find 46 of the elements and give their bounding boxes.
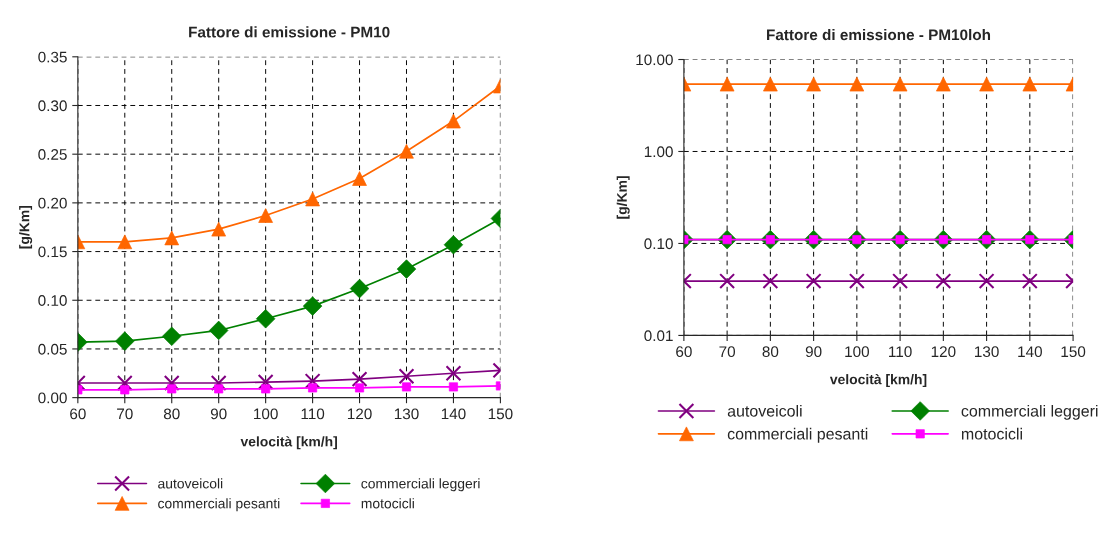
legend-label: autoveicoli bbox=[727, 404, 802, 417]
x-tick-label: 70 bbox=[719, 346, 736, 358]
x-tick-label: 80 bbox=[762, 346, 779, 358]
y-tick-label: 0.20 bbox=[38, 197, 67, 209]
y-tick-label: 0.30 bbox=[38, 100, 67, 112]
y-tick-label: 0.25 bbox=[38, 149, 67, 160]
y-tick-label: 0.35 bbox=[38, 51, 67, 63]
y-tick-label: 0.00 bbox=[38, 392, 67, 404]
legend-label: commerciali leggeri bbox=[361, 478, 480, 492]
x-tick-label: 110 bbox=[301, 408, 325, 420]
legend-label: autoveicoli bbox=[158, 478, 223, 489]
y-tick-label: 0.10 bbox=[38, 295, 67, 306]
chart-title: Fattore di emissione - PM10 bbox=[189, 26, 390, 38]
y-tick-label: 0.05 bbox=[38, 343, 67, 355]
y-axis-title: [g/Km] bbox=[616, 176, 630, 219]
x-tick-label: 60 bbox=[676, 346, 692, 358]
x-tick-label: 140 bbox=[441, 408, 466, 420]
x-tick-label: 90 bbox=[210, 408, 227, 420]
legend-label: motocicli bbox=[361, 498, 414, 509]
y-tick-label: 0.15 bbox=[38, 246, 67, 258]
x-tick-label: 70 bbox=[117, 408, 133, 420]
x-tick-label: 110 bbox=[889, 346, 912, 358]
x-tick-label: 120 bbox=[931, 346, 956, 358]
x-tick-label: 130 bbox=[975, 346, 999, 358]
x-tick-label: 100 bbox=[254, 408, 278, 420]
y-tick-label: 0.10 bbox=[644, 238, 673, 250]
x-tick-label: 100 bbox=[845, 346, 870, 358]
x-tick-label: 90 bbox=[805, 346, 822, 358]
legend-label: motocicli bbox=[961, 427, 1022, 440]
x-tick-label: 80 bbox=[163, 408, 180, 420]
legend-label: commerciali pesanti bbox=[727, 427, 868, 443]
y-tick-label: 10.00 bbox=[636, 54, 673, 66]
x-tick-label: 150 bbox=[488, 408, 513, 420]
x-axis-title: velocità [km/h] bbox=[240, 436, 337, 450]
x-tick-label: 140 bbox=[1018, 346, 1042, 358]
y-axis-title: [g/Km] bbox=[19, 206, 33, 249]
legend-label: commerciali leggeri bbox=[961, 404, 1098, 420]
legend-label: commerciali pesanti bbox=[158, 498, 280, 512]
y-tick-label: 0.01 bbox=[644, 330, 673, 342]
x-axis-title: velocità [km/h] bbox=[829, 373, 927, 388]
y-tick-label: 1.00 bbox=[644, 146, 673, 158]
x-tick-label: 150 bbox=[1061, 346, 1086, 358]
x-tick-label: 120 bbox=[347, 408, 372, 420]
chart-title: Fattore di emissione - PM10loh bbox=[767, 28, 991, 41]
x-tick-label: 130 bbox=[394, 408, 419, 420]
x-tick-label: 60 bbox=[70, 408, 86, 420]
